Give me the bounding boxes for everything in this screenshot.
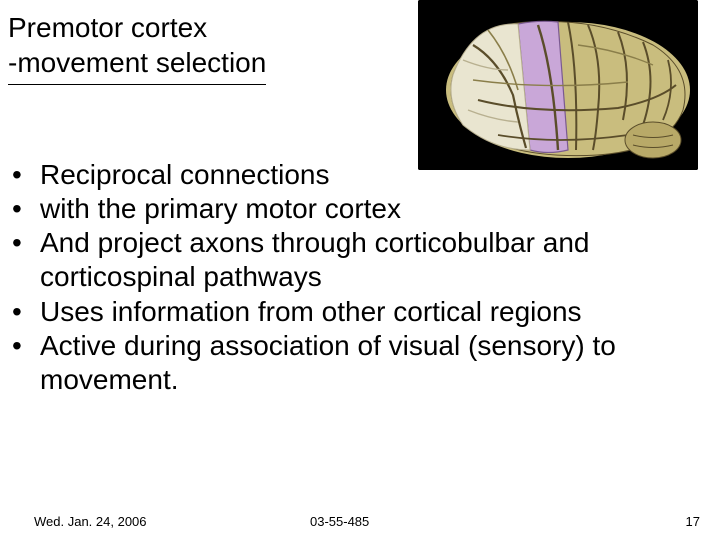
list-item: Active during association of visual (sen…: [12, 329, 692, 397]
brain-image: [418, 0, 698, 170]
title-line-1: Premotor cortex: [8, 10, 266, 45]
footer-date: Wed. Jan. 24, 2006: [34, 514, 147, 529]
list-item: And project axons through corticobulbar …: [12, 226, 692, 294]
slide: Premotor cortex -movement selection: [0, 0, 720, 540]
footer-page: 17: [686, 514, 700, 529]
bullet-list: Reciprocal connections with the primary …: [12, 158, 692, 397]
title-block: Premotor cortex -movement selection: [8, 10, 266, 85]
title-line-2: -movement selection: [8, 45, 266, 80]
brain-svg: [418, 0, 698, 170]
list-item: Uses information from other cortical reg…: [12, 295, 692, 329]
footer-code: 03-55-485: [310, 514, 369, 529]
list-item: Reciprocal connections: [12, 158, 692, 192]
list-item: with the primary motor cortex: [12, 192, 692, 226]
